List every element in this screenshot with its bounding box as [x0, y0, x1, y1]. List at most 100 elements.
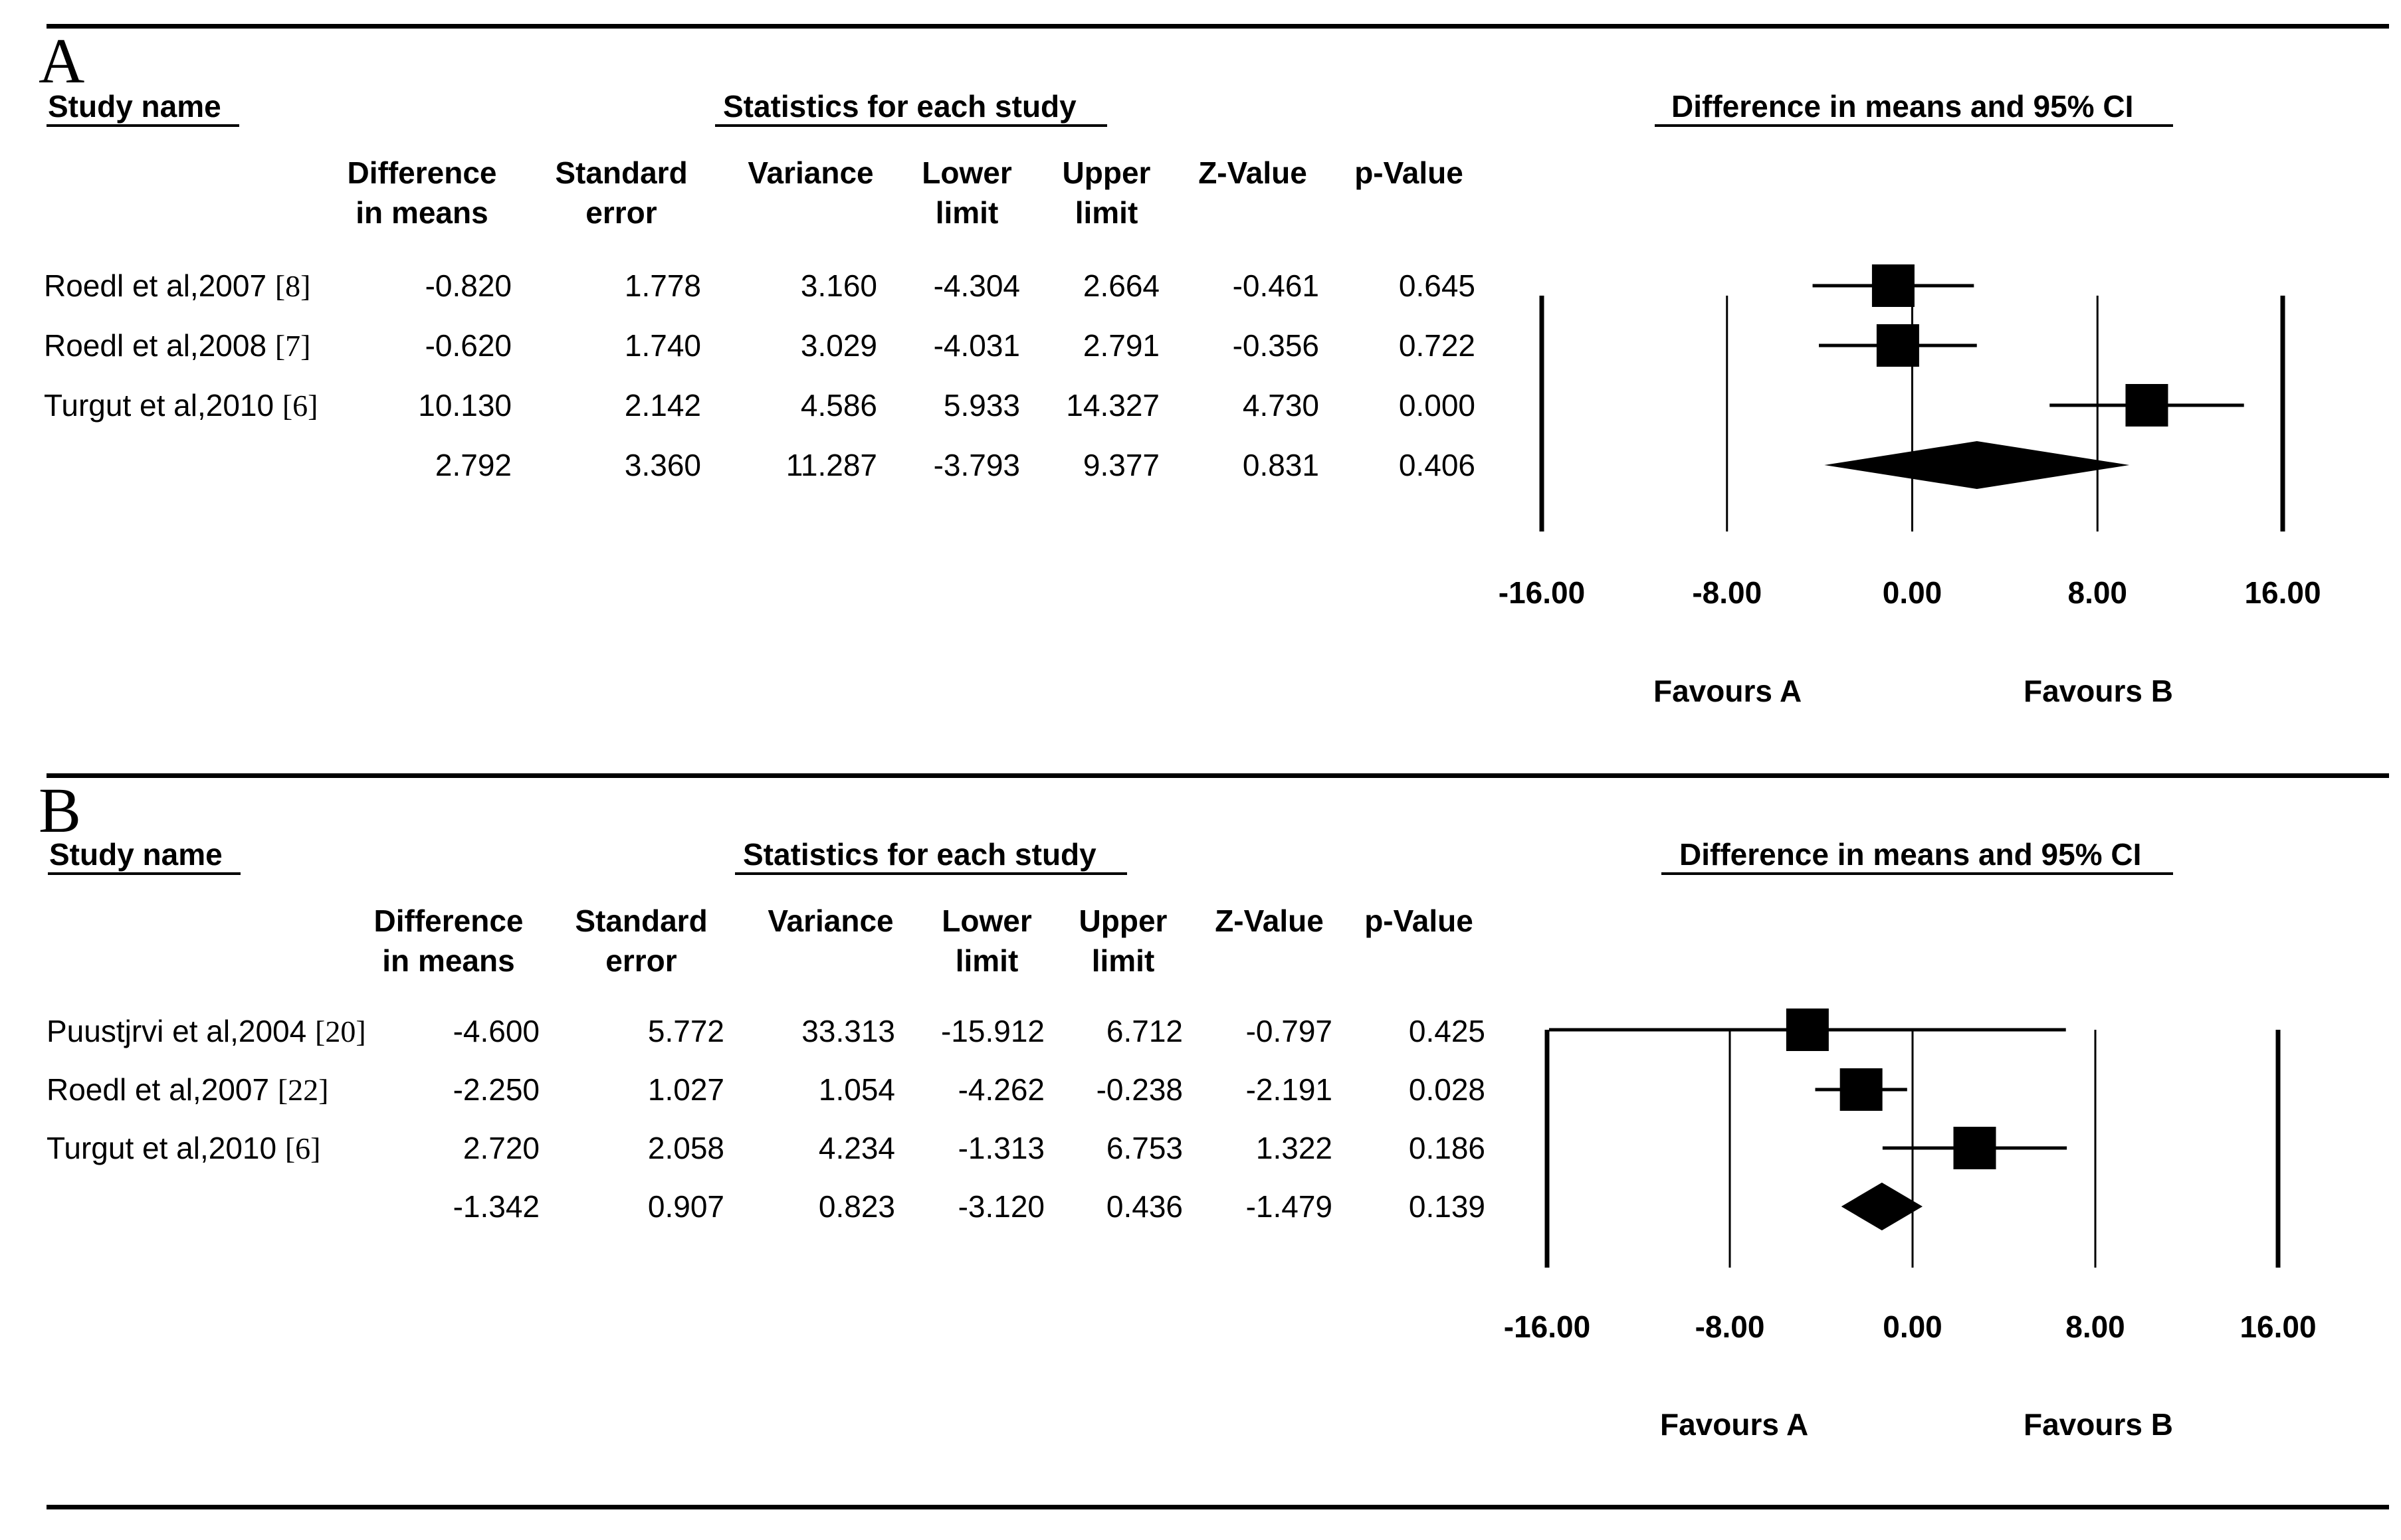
cell-standard-error: 1.740	[624, 328, 701, 363]
cell-difference: -4.600	[453, 1014, 540, 1048]
column-header-z-value: Z-Value	[1198, 155, 1307, 190]
cell-variance: 4.234	[818, 1131, 895, 1165]
summary-p-value: 0.139	[1408, 1189, 1485, 1224]
column-header-p-value: p-Value	[1364, 904, 1473, 938]
summary-diamond	[1824, 441, 2130, 489]
summary-standard-error: 3.360	[624, 448, 701, 482]
cell-standard-error: 2.058	[647, 1131, 724, 1165]
summary-lower-limit: -3.793	[933, 448, 1020, 482]
summary-lower-limit: -3.120	[958, 1189, 1045, 1224]
favours-left-label: Favours A	[1660, 1407, 1809, 1442]
study-row-name: Turgut et al,2010 [6]	[44, 388, 318, 423]
cell-lower-limit: -4.262	[958, 1072, 1045, 1107]
cell-variance: 1.054	[818, 1072, 895, 1107]
bottom-rule	[47, 1505, 2389, 1509]
study-row-name: Puustjrvi et al,2004 [20]	[47, 1014, 366, 1048]
column-header-difference: Difference in means	[373, 904, 524, 978]
cell-difference: 10.130	[418, 388, 512, 423]
cell-variance: 3.029	[800, 328, 877, 363]
favours-right-label: Favours B	[2024, 674, 2173, 708]
column-header-variance: Variance	[748, 155, 874, 190]
tick-label: -16.00	[1499, 575, 1585, 610]
cell-standard-error: 5.772	[647, 1014, 724, 1048]
cell-z-value: -0.461	[1232, 268, 1319, 303]
ci-underline	[1655, 124, 2173, 127]
cell-lower-limit: -4.304	[933, 268, 1020, 303]
cell-upper-limit: 6.753	[1106, 1131, 1183, 1165]
cell-p-value: 0.645	[1398, 268, 1475, 303]
point-estimate-box	[1876, 324, 1919, 367]
cell-lower-limit: -15.912	[940, 1014, 1045, 1048]
tick-label: -8.00	[1695, 1309, 1765, 1344]
column-header-standard-error: Standard error	[575, 904, 708, 978]
summary-z-value: -1.479	[1245, 1189, 1332, 1224]
top-rule	[47, 24, 2389, 29]
favours-left-label: Favours A	[1653, 674, 1802, 708]
favours-right-label: Favours B	[2024, 1407, 2173, 1442]
cell-standard-error: 1.778	[624, 268, 701, 303]
point-estimate-box	[1953, 1127, 1996, 1169]
panel-label: A	[39, 25, 85, 96]
cell-p-value: 0.028	[1408, 1072, 1485, 1107]
column-header-upper-limit: Upper limit	[1079, 904, 1168, 978]
tick-label: 16.00	[2240, 1309, 2316, 1344]
column-header-upper-limit: Upper limit	[1062, 155, 1151, 230]
forest-plot-a: -16.00 -8.00 0.00 8.00 16.00	[1499, 264, 2321, 610]
cell-variance: 3.160	[800, 268, 877, 303]
cell-p-value: 0.722	[1398, 328, 1475, 363]
column-header-variance: Variance	[768, 904, 894, 938]
forest-panel-b: B Study name Statistics for each study D…	[0, 779, 2401, 1500]
tick-label: 16.00	[2244, 575, 2321, 610]
summary-p-value: 0.406	[1398, 448, 1475, 482]
study-name-header: Study name	[48, 89, 221, 124]
cell-difference: 2.720	[463, 1131, 540, 1165]
column-header-p-value: p-Value	[1354, 155, 1463, 190]
study-row-name: Turgut et al,2010 [6]	[47, 1131, 321, 1165]
cell-difference: -0.820	[425, 268, 512, 303]
cell-variance: 4.586	[800, 388, 877, 423]
cell-z-value: -0.356	[1232, 328, 1319, 363]
cell-variance: 33.313	[801, 1014, 895, 1048]
cell-upper-limit: 2.791	[1083, 328, 1160, 363]
tick-label: -16.00	[1504, 1309, 1590, 1344]
study-row-name: Roedl et al,2007 [22]	[47, 1072, 329, 1107]
study-row-name: Roedl et al,2007 [8]	[44, 268, 311, 303]
cell-z-value: 1.322	[1255, 1131, 1332, 1165]
cell-lower-limit: 5.933	[943, 388, 1020, 423]
statistics-header: Statistics for each study	[723, 89, 1077, 124]
statistics-underline	[735, 872, 1127, 875]
cell-p-value: 0.425	[1408, 1014, 1485, 1048]
ci-underline	[1661, 872, 2173, 875]
column-header-z-value: Z-Value	[1215, 904, 1324, 938]
summary-variance: 11.287	[785, 448, 877, 482]
tick-label: 8.00	[2065, 1309, 2125, 1344]
study-row-name: Roedl et al,2008 [7]	[44, 328, 311, 363]
point-estimate-box	[1786, 1009, 1829, 1051]
ci-header: Difference in means and 95% CI	[1671, 89, 2134, 124]
cell-difference: -0.620	[425, 328, 512, 363]
summary-standard-error: 0.907	[647, 1189, 724, 1224]
cell-p-value: 0.186	[1408, 1131, 1485, 1165]
cell-lower-limit: -4.031	[933, 328, 1020, 363]
point-estimate-box	[2125, 384, 2168, 427]
forest-panel-a: A Study name Statistics for each study D…	[0, 29, 2401, 764]
tick-label: 8.00	[2067, 575, 2127, 610]
study-name-header: Study name	[49, 837, 223, 872]
column-header-standard-error: Standard error	[555, 155, 688, 230]
cell-upper-limit: -0.238	[1096, 1072, 1183, 1107]
column-header-difference: Difference in means	[347, 155, 497, 230]
cell-upper-limit: 14.327	[1066, 388, 1160, 423]
cell-z-value: 4.730	[1242, 388, 1319, 423]
statistics-header: Statistics for each study	[743, 837, 1096, 872]
cell-upper-limit: 6.712	[1106, 1014, 1183, 1048]
study-name-underline	[47, 124, 239, 127]
cell-upper-limit: 2.664	[1083, 268, 1160, 303]
cell-p-value: 0.000	[1398, 388, 1475, 423]
tick-label: -8.00	[1692, 575, 1762, 610]
summary-diamond	[1841, 1183, 1923, 1230]
panel-label: B	[39, 775, 82, 846]
point-estimate-box	[1871, 264, 1915, 307]
ci-header: Difference in means and 95% CI	[1679, 837, 2142, 872]
cell-z-value: -2.191	[1245, 1072, 1332, 1107]
cell-z-value: -0.797	[1245, 1014, 1332, 1048]
